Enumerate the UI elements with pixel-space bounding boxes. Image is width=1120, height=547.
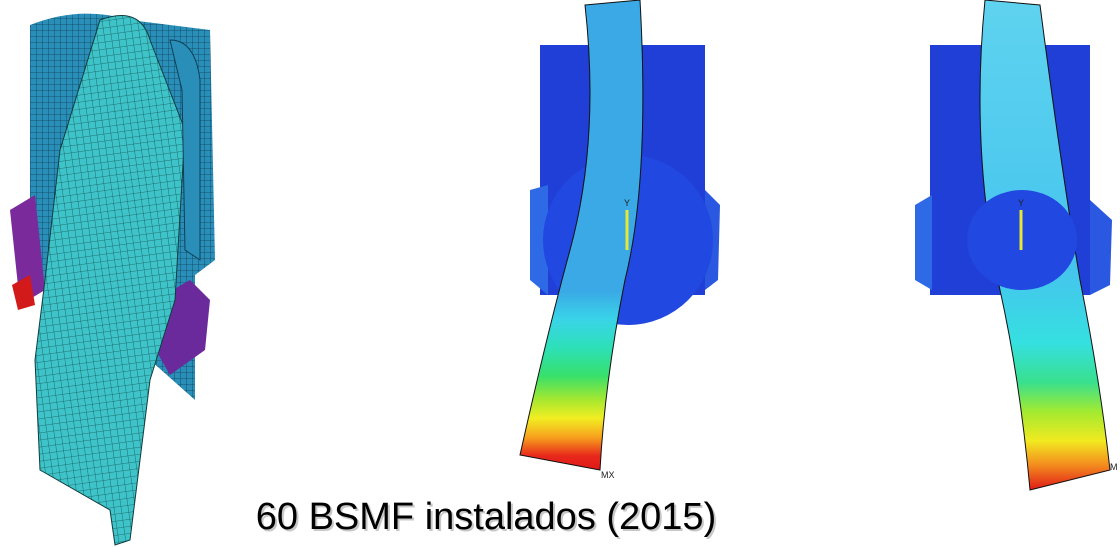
slide: Y MX Y M 60 BSMF instalados (2015) 60 BS…	[0, 0, 1120, 547]
axis-label: Y	[1018, 198, 1024, 208]
max-label: MX	[601, 470, 615, 480]
max-label: M	[1110, 462, 1118, 472]
stress-model-2: Y M	[915, 0, 1118, 490]
stress-model-1: Y MX	[520, 0, 720, 480]
axis-label: Y	[624, 198, 630, 208]
caption: 60 BSMF instalados (2015)	[256, 496, 716, 538]
mesh-model	[10, 14, 215, 545]
page: Y MX Y M 60 BSMF instalados (2015) 60 BS…	[0, 0, 1120, 547]
